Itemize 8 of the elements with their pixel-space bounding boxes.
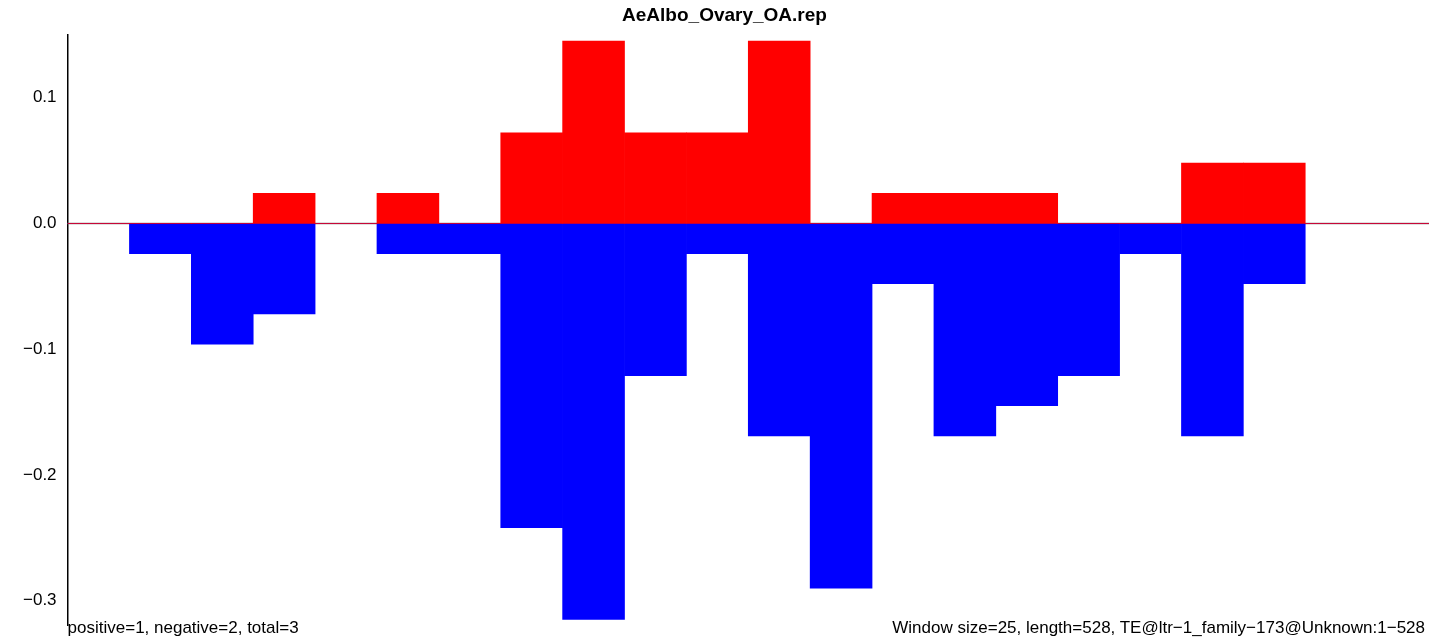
y-tick-label: −0.1 [23,338,57,358]
y-tick-label: 0.1 [32,87,57,107]
annotation: Window size=25, length=528, TE@ltr−1_family−173@Unknown:1−528 [892,618,1425,637]
y-tick-label: 0.0 [32,213,57,233]
annotation: positive=1, negative=2, total=3 [67,618,299,637]
y-tick-label: −0.2 [23,464,57,484]
chart-title: AeAlbo_Ovary_OA.rep [622,3,827,25]
y-tick-label: −0.3 [23,590,57,610]
